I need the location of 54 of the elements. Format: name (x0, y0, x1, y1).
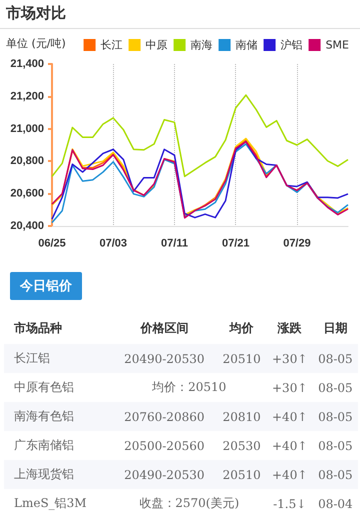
y-tick-label: 21,000 (10, 122, 44, 135)
text: 08-05 (318, 468, 353, 482)
y-tick-label: 20,600 (10, 188, 44, 200)
y-tick-label: 21,400 (10, 58, 44, 70)
text: 均价：20510 (152, 380, 226, 394)
legend-label: 南海 (190, 38, 213, 52)
text: 收盘：2570(美元) (139, 496, 240, 510)
category-label: 南海有色铝 (14, 409, 74, 423)
legend-label: 长江 (100, 38, 123, 52)
text: 20510 (222, 468, 261, 482)
y-tick-label: 20,800 (10, 155, 44, 168)
y-axis-title: 单位 (元/吨) (6, 37, 66, 50)
x-tick-label: 07/21 (222, 238, 250, 250)
text: +40↑ (272, 410, 308, 424)
legend-label: 中原 (146, 38, 168, 52)
text: 20760-20860 (124, 410, 204, 424)
category-label: 长江铝 (14, 351, 50, 365)
category-label: 广东南储铝 (14, 438, 74, 452)
text: 08-05 (318, 438, 353, 452)
y-tick-label: 21,200 (10, 90, 44, 102)
category-label: 中原有色铝 (14, 380, 74, 394)
text: 20810 (222, 410, 261, 424)
legend-label: 沪铝 (280, 38, 303, 52)
text: 08-04 (318, 496, 353, 510)
x-tick-label: 07/29 (283, 238, 311, 250)
category-label: 价格区间 (139, 320, 190, 336)
x-tick-label: 06/25 (38, 238, 66, 250)
text: +30↑ (272, 380, 308, 394)
text: 20530 (222, 438, 261, 452)
text: 08-05 (318, 410, 353, 424)
text: 20490-20530 (124, 352, 204, 366)
text: 08-05 (318, 352, 353, 366)
y-tick-label: 20,400 (10, 220, 44, 232)
category-label: 日期 (322, 320, 348, 336)
category-label: 上海现货铝 (14, 467, 74, 481)
category-label: 市场品种 (13, 320, 63, 336)
text: +40↑ (272, 468, 308, 482)
legend-label: SME (326, 38, 350, 52)
legend-label: 南储 (236, 38, 258, 52)
text: +30↑ (272, 352, 308, 366)
text: +40↑ (272, 438, 308, 452)
text: 20510 (222, 352, 261, 366)
category-label: LmeS_铝3M (14, 496, 87, 510)
text: 20490-20530 (124, 468, 204, 482)
text: -1.5↓ (273, 496, 306, 510)
category-label: 均价 (228, 320, 255, 336)
line-series (51, 94, 349, 178)
text: 20500-20560 (124, 438, 204, 452)
chart-title: 市场对比 (6, 4, 66, 23)
text: 08-05 (318, 380, 353, 394)
category-label: 涨跌 (276, 320, 303, 336)
x-tick-label: 07/11 (161, 238, 188, 250)
x-tick-label: 07/03 (99, 238, 128, 250)
text: 今日铝价 (10, 272, 82, 300)
